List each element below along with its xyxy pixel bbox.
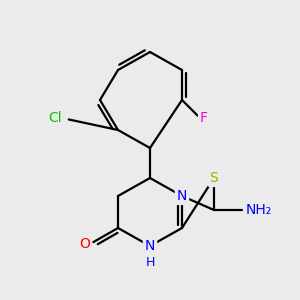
Text: O: O bbox=[79, 237, 90, 251]
Text: Cl: Cl bbox=[48, 111, 62, 125]
Text: H: H bbox=[145, 256, 155, 268]
Text: N: N bbox=[145, 239, 155, 253]
Text: N: N bbox=[177, 189, 187, 203]
Text: F: F bbox=[200, 111, 208, 125]
Text: NH₂: NH₂ bbox=[246, 203, 272, 217]
Text: S: S bbox=[210, 171, 218, 185]
